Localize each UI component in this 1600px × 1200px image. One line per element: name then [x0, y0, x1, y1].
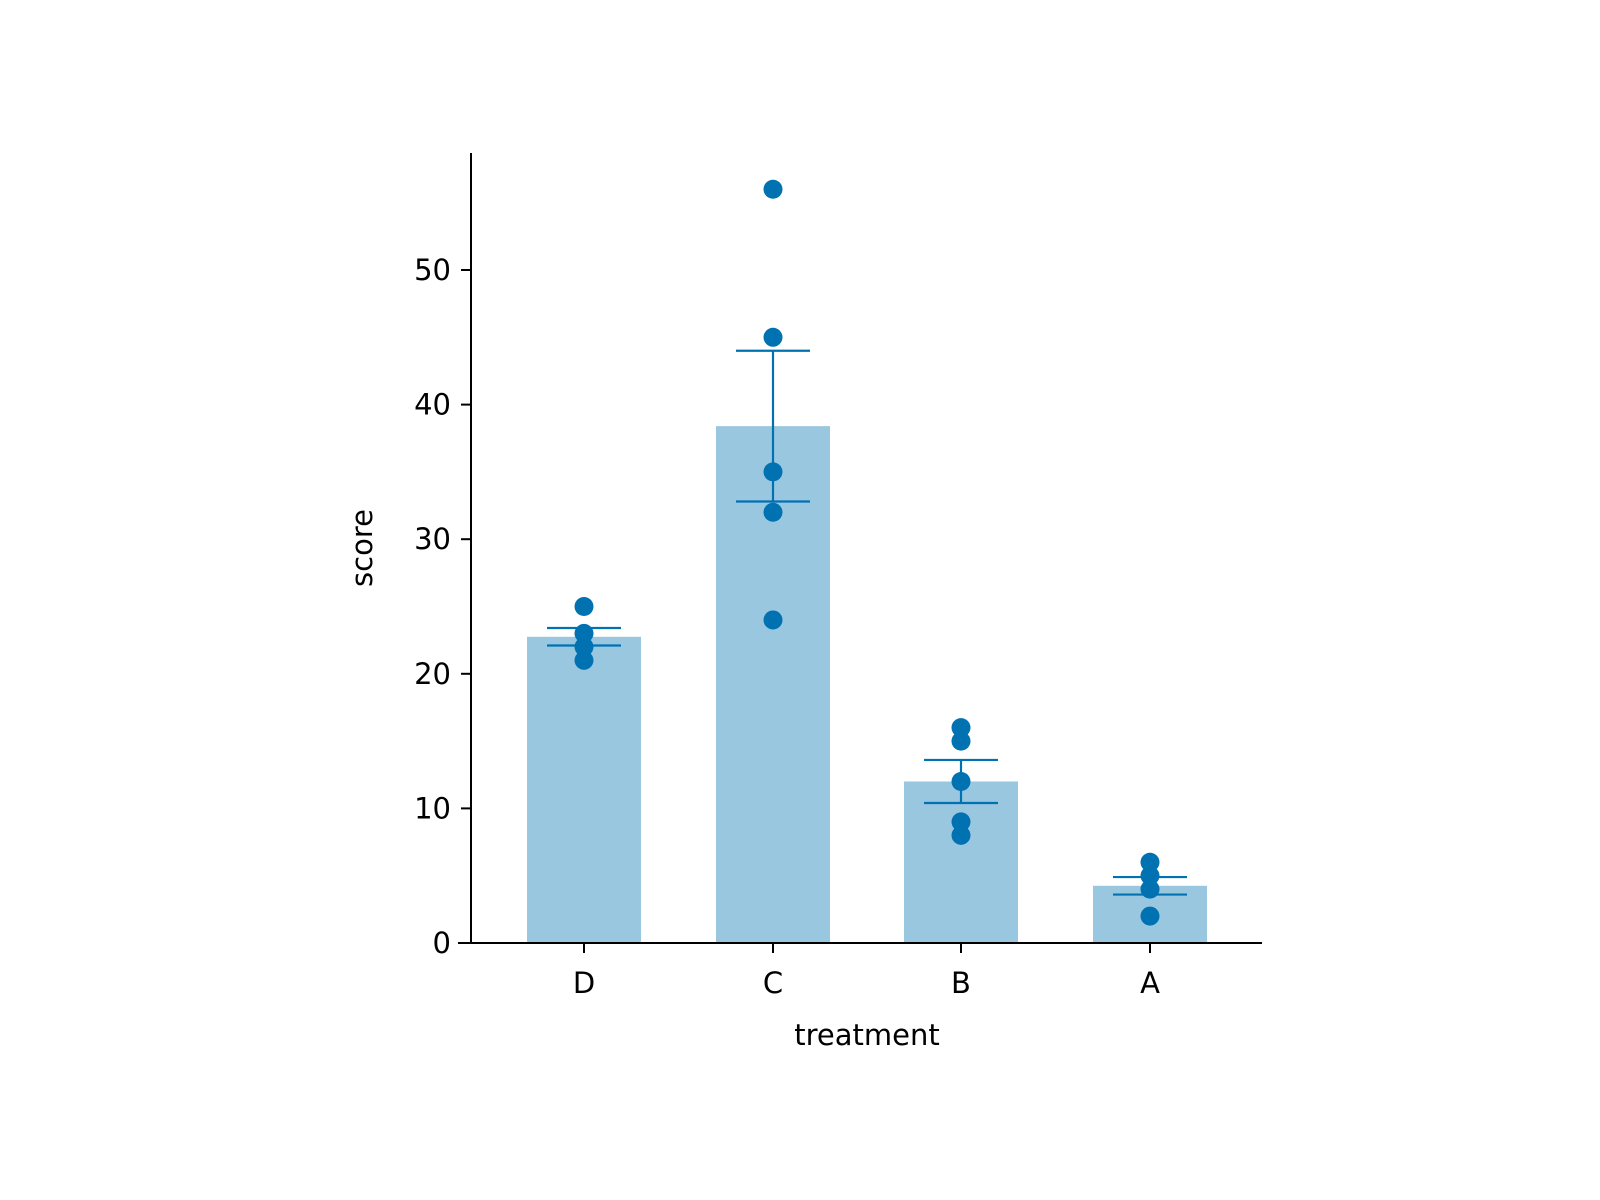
y-axis-label: score — [345, 509, 379, 587]
data-point-D-1 — [574, 623, 594, 643]
data-point-C-4 — [763, 610, 783, 630]
y-tick-label-0: 0 — [433, 926, 451, 960]
x-axis-label: treatment — [794, 1018, 939, 1052]
bars-layer — [527, 426, 1207, 943]
y-tick-label-40: 40 — [414, 388, 451, 422]
data-point-A-0 — [1140, 852, 1160, 872]
error-bars-layer — [547, 349, 1187, 896]
axes-layer — [458, 153, 1262, 944]
data-point-D-3 — [574, 650, 594, 670]
data-point-C-1 — [763, 327, 783, 347]
data-point-B-0 — [951, 718, 971, 738]
x-tick-label-C: C — [763, 966, 783, 1000]
x-tick-label-B: B — [951, 966, 971, 1000]
y-tick-label-30: 30 — [414, 522, 451, 556]
y-tick-label-50: 50 — [414, 253, 451, 287]
data-point-A-1 — [1140, 866, 1160, 886]
data-point-C-2 — [763, 462, 783, 482]
data-point-A-2 — [1140, 879, 1160, 899]
bar-D — [527, 636, 641, 943]
points-layer — [574, 179, 1160, 926]
y-tick-label-20: 20 — [414, 657, 451, 691]
data-point-B-1 — [951, 731, 971, 751]
data-point-B-3 — [951, 812, 971, 832]
x-tick-label-D: D — [573, 966, 595, 1000]
y-tick-label-10: 10 — [414, 791, 451, 825]
y-ticks-layer: 0 10 20 30 40 50 — [414, 253, 471, 960]
data-point-B-4 — [951, 825, 971, 845]
data-point-A-3 — [1140, 906, 1160, 926]
data-point-C-3 — [763, 502, 783, 522]
x-tick-label-A: A — [1140, 966, 1160, 1000]
bar-B — [904, 781, 1018, 943]
data-point-D-0 — [574, 597, 594, 616]
data-point-B-2 — [951, 771, 971, 791]
data-point-C-0 — [763, 179, 783, 199]
data-point-D-2 — [574, 637, 594, 657]
